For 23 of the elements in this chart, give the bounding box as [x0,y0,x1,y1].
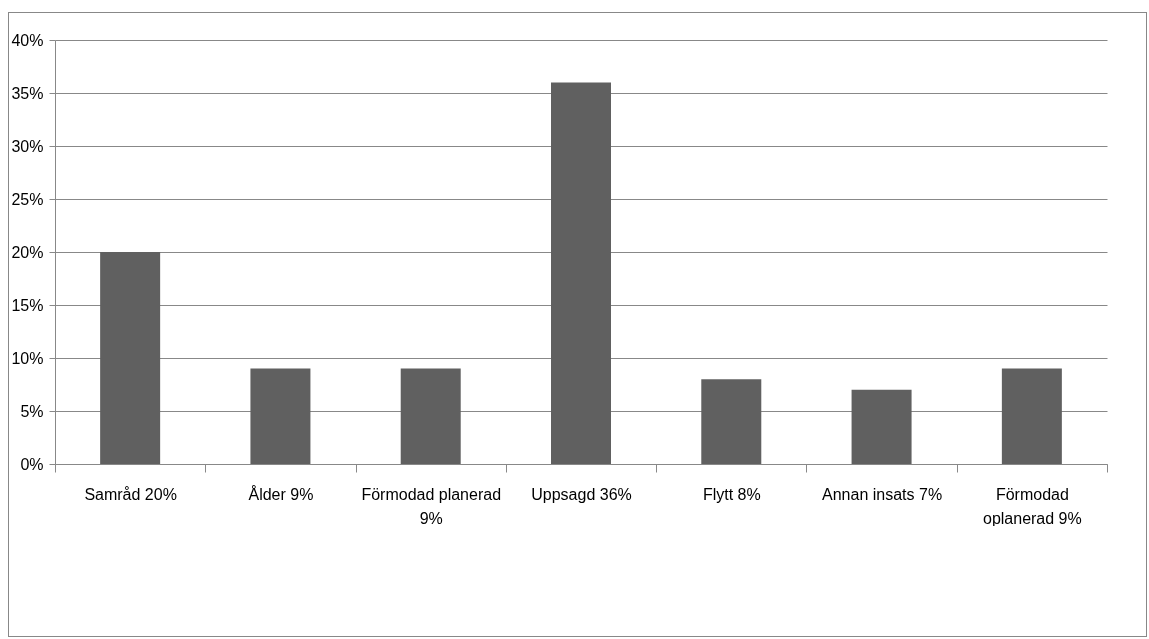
y-tick-label: 40% [11,31,44,49]
bar [400,368,461,464]
y-tick-label: 25% [11,190,44,208]
x-tick-label: Förmodad oplanerad 9% [982,485,1082,527]
y-tick-label: 35% [11,84,44,102]
x-tick-label: Ålder 9% [248,484,314,503]
y-tick-label: 0% [20,455,44,473]
x-tick-label: Samråd 20% [84,485,177,503]
bar [701,379,762,464]
bar [250,368,311,464]
x-tick-label: Uppsagd 36% [531,485,632,503]
bar [100,252,161,464]
bar [851,389,912,464]
y-tick-label: 15% [11,296,44,314]
x-tick-label: Annan insats 7% [822,485,943,503]
x-tick-label: Flytt 8% [702,485,761,503]
y-tick-label: 10% [11,349,44,367]
x-tick-label: Förmodad planerad 9% [361,485,502,527]
y-tick-label: 20% [11,243,44,261]
y-tick-label: 5% [20,402,44,420]
y-tick-label: 30% [11,137,44,155]
bar [551,82,611,464]
bar [1001,368,1062,464]
